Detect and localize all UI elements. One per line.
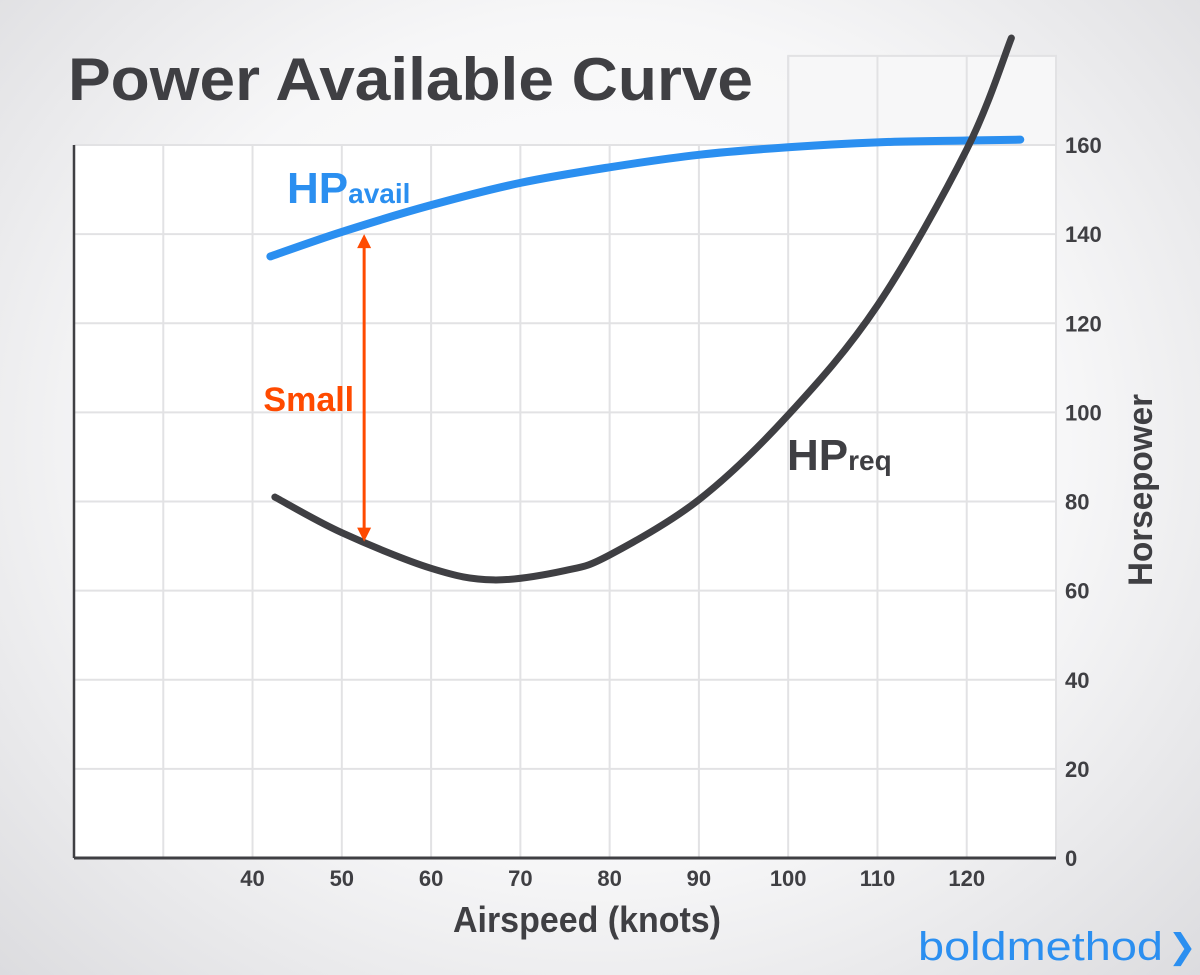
y-tick-label: 0	[1065, 846, 1077, 871]
annotation-label: Small	[263, 381, 354, 419]
x-tick-label: 60	[419, 866, 443, 891]
series-lines: HPavail HPreq	[266, 34, 1025, 584]
x-tick-label: 120	[948, 866, 985, 891]
arrow-down-icon	[357, 527, 372, 542]
x-tick-label: 50	[330, 866, 354, 891]
x-tick-label: 90	[687, 866, 711, 891]
series-label-hpreq: HPreq	[787, 431, 892, 480]
x-tick-label: 40	[240, 866, 264, 891]
x-tick-label: 80	[597, 866, 621, 891]
x-tick-label: 70	[508, 866, 532, 891]
y-tick-label: 140	[1065, 222, 1102, 247]
brand-logo: boldmethod ❯	[918, 925, 1197, 969]
tick-labels: 40 50 60 70 80 90 100 110 120 0 20 40 60 80 100 120 140 1…	[240, 133, 1101, 891]
series-line-hpavail	[266, 135, 1025, 261]
series-line-hpreq	[271, 34, 1015, 584]
x-tick-label: 100	[770, 866, 807, 891]
chevron-right-icon: ❯	[1168, 927, 1197, 967]
y-tick-label: 100	[1065, 400, 1102, 425]
upper-grid-box	[787, 54, 1057, 146]
y-tick-label: 120	[1065, 311, 1102, 336]
x-axis-label: Airspeed (knots)	[453, 899, 721, 940]
y-tick-label: 160	[1065, 133, 1102, 158]
y-tick-label: 60	[1065, 579, 1089, 604]
y-tick-label: 80	[1065, 490, 1089, 515]
y-tick-label: 40	[1065, 668, 1089, 693]
x-tick-label: 110	[860, 866, 896, 891]
y-tick-label: 20	[1065, 757, 1089, 782]
axes	[72, 145, 1056, 860]
y-axis-label: Horsepower	[1122, 394, 1160, 586]
annotations: Small	[263, 234, 372, 542]
grid	[74, 54, 1057, 858]
chart-title: Power Available Curve	[68, 46, 753, 113]
arrow-up-icon	[357, 234, 372, 249]
brand-name: boldmethod	[918, 925, 1163, 969]
series-label-hpavail: HPavail	[287, 164, 410, 213]
